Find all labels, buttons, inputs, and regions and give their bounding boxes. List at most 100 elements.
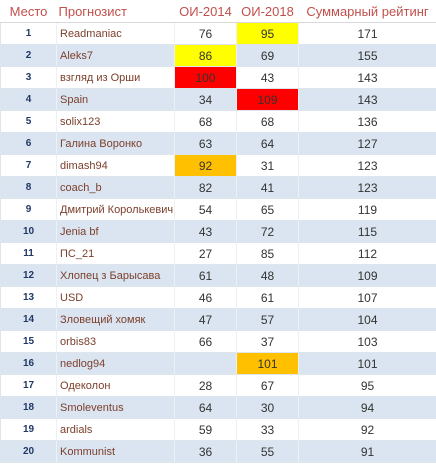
name-cell[interactable]: nedlog94 bbox=[56, 352, 175, 375]
oi2014-cell[interactable]: 59 bbox=[174, 418, 237, 441]
oi2014-cell[interactable]: 76 bbox=[174, 22, 237, 45]
total-cell[interactable]: 109 bbox=[298, 264, 436, 287]
place-cell[interactable]: 19 bbox=[0, 418, 57, 441]
name-cell[interactable]: Одеколон bbox=[56, 374, 175, 397]
name-cell[interactable]: Aleks7 bbox=[56, 44, 175, 67]
header-oi2014[interactable]: ОИ-2014 bbox=[174, 0, 237, 23]
place-cell[interactable]: 17 bbox=[0, 374, 57, 397]
total-cell[interactable]: 94 bbox=[298, 396, 436, 419]
total-cell[interactable]: 91 bbox=[298, 440, 436, 463]
place-cell[interactable]: 9 bbox=[0, 198, 57, 221]
name-cell[interactable]: solix123 bbox=[56, 110, 175, 133]
total-cell[interactable]: 143 bbox=[298, 88, 436, 111]
name-cell[interactable]: coach_b bbox=[56, 176, 175, 199]
name-cell[interactable]: Readmaniac bbox=[56, 22, 175, 45]
total-cell[interactable]: 119 bbox=[298, 198, 436, 221]
place-cell[interactable]: 12 bbox=[0, 264, 57, 287]
name-cell[interactable]: Галина Воронко bbox=[56, 132, 175, 155]
place-cell[interactable]: 13 bbox=[0, 286, 57, 309]
place-cell[interactable]: 11 bbox=[0, 242, 57, 265]
place-cell[interactable]: 4 bbox=[0, 88, 57, 111]
oi2018-cell[interactable]: 31 bbox=[236, 154, 299, 177]
oi2014-cell[interactable]: 34 bbox=[174, 88, 237, 111]
oi2018-cell[interactable]: 109 bbox=[236, 88, 299, 111]
name-cell[interactable]: USD bbox=[56, 286, 175, 309]
name-cell[interactable]: взгляд из Орши bbox=[56, 66, 175, 89]
oi2018-cell[interactable]: 61 bbox=[236, 286, 299, 309]
name-cell[interactable]: ПС_21 bbox=[56, 242, 175, 265]
oi2014-cell[interactable]: 92 bbox=[174, 154, 237, 177]
place-cell[interactable]: 18 bbox=[0, 396, 57, 419]
total-cell[interactable]: 95 bbox=[298, 374, 436, 397]
oi2014-cell[interactable]: 66 bbox=[174, 330, 237, 353]
total-cell[interactable]: 112 bbox=[298, 242, 436, 265]
oi2018-cell[interactable]: 85 bbox=[236, 242, 299, 265]
place-cell[interactable]: 20 bbox=[0, 440, 57, 463]
oi2014-cell[interactable]: 100 bbox=[174, 66, 237, 89]
total-cell[interactable]: 103 bbox=[298, 330, 436, 353]
name-cell[interactable]: Зловещий хомяк bbox=[56, 308, 175, 331]
header-total[interactable]: Суммарный рейтинг bbox=[298, 0, 436, 23]
total-cell[interactable]: 104 bbox=[298, 308, 436, 331]
oi2014-cell[interactable]: 86 bbox=[174, 44, 237, 67]
oi2014-cell[interactable]: 82 bbox=[174, 176, 237, 199]
name-cell[interactable]: Spain bbox=[56, 88, 175, 111]
oi2018-cell[interactable]: 68 bbox=[236, 110, 299, 133]
oi2018-cell[interactable]: 33 bbox=[236, 418, 299, 441]
name-cell[interactable]: Хлопец з Барысава bbox=[56, 264, 175, 287]
oi2018-cell[interactable]: 67 bbox=[236, 374, 299, 397]
oi2014-cell[interactable]: 36 bbox=[174, 440, 237, 463]
oi2014-cell[interactable]: 28 bbox=[174, 374, 237, 397]
total-cell[interactable]: 171 bbox=[298, 22, 436, 45]
oi2014-cell[interactable]: 64 bbox=[174, 396, 237, 419]
oi2018-cell[interactable]: 43 bbox=[236, 66, 299, 89]
total-cell[interactable]: 123 bbox=[298, 154, 436, 177]
oi2018-cell[interactable]: 69 bbox=[236, 44, 299, 67]
name-cell[interactable]: Дмитрий Королькевич bbox=[56, 198, 175, 221]
oi2014-cell[interactable]: 63 bbox=[174, 132, 237, 155]
place-cell[interactable]: 8 bbox=[0, 176, 57, 199]
name-cell[interactable]: dimash94 bbox=[56, 154, 175, 177]
oi2014-cell[interactable]: 68 bbox=[174, 110, 237, 133]
oi2018-cell[interactable]: 95 bbox=[236, 22, 299, 45]
total-cell[interactable]: 92 bbox=[298, 418, 436, 441]
header-name[interactable]: Прогнозист bbox=[56, 0, 175, 23]
oi2014-cell[interactable]: 43 bbox=[174, 220, 237, 243]
oi2014-cell[interactable]: 27 bbox=[174, 242, 237, 265]
place-cell[interactable]: 16 bbox=[0, 352, 57, 375]
name-cell[interactable]: Jenia bf bbox=[56, 220, 175, 243]
total-cell[interactable]: 107 bbox=[298, 286, 436, 309]
place-cell[interactable]: 10 bbox=[0, 220, 57, 243]
total-cell[interactable]: 101 bbox=[298, 352, 436, 375]
place-cell[interactable]: 6 bbox=[0, 132, 57, 155]
place-cell[interactable]: 5 bbox=[0, 110, 57, 133]
total-cell[interactable]: 115 bbox=[298, 220, 436, 243]
total-cell[interactable]: 155 bbox=[298, 44, 436, 67]
oi2018-cell[interactable]: 64 bbox=[236, 132, 299, 155]
oi2018-cell[interactable]: 101 bbox=[236, 352, 299, 375]
total-cell[interactable]: 127 bbox=[298, 132, 436, 155]
oi2018-cell[interactable]: 72 bbox=[236, 220, 299, 243]
oi2018-cell[interactable]: 41 bbox=[236, 176, 299, 199]
oi2018-cell[interactable]: 48 bbox=[236, 264, 299, 287]
name-cell[interactable]: Smoleventus bbox=[56, 396, 175, 419]
header-oi2018[interactable]: ОИ-2018 bbox=[236, 0, 299, 23]
total-cell[interactable]: 136 bbox=[298, 110, 436, 133]
oi2018-cell[interactable]: 55 bbox=[236, 440, 299, 463]
place-cell[interactable]: 3 bbox=[0, 66, 57, 89]
oi2014-cell[interactable]: 61 bbox=[174, 264, 237, 287]
place-cell[interactable]: 14 bbox=[0, 308, 57, 331]
total-cell[interactable]: 143 bbox=[298, 66, 436, 89]
place-cell[interactable]: 15 bbox=[0, 330, 57, 353]
place-cell[interactable]: 1 bbox=[0, 22, 57, 45]
oi2014-cell[interactable] bbox=[174, 352, 237, 375]
oi2014-cell[interactable]: 47 bbox=[174, 308, 237, 331]
header-place[interactable]: Место bbox=[0, 0, 57, 23]
name-cell[interactable]: ardials bbox=[56, 418, 175, 441]
place-cell[interactable]: 2 bbox=[0, 44, 57, 67]
name-cell[interactable]: Kommunist bbox=[56, 440, 175, 463]
oi2018-cell[interactable]: 30 bbox=[236, 396, 299, 419]
total-cell[interactable]: 123 bbox=[298, 176, 436, 199]
oi2014-cell[interactable]: 54 bbox=[174, 198, 237, 221]
place-cell[interactable]: 7 bbox=[0, 154, 57, 177]
